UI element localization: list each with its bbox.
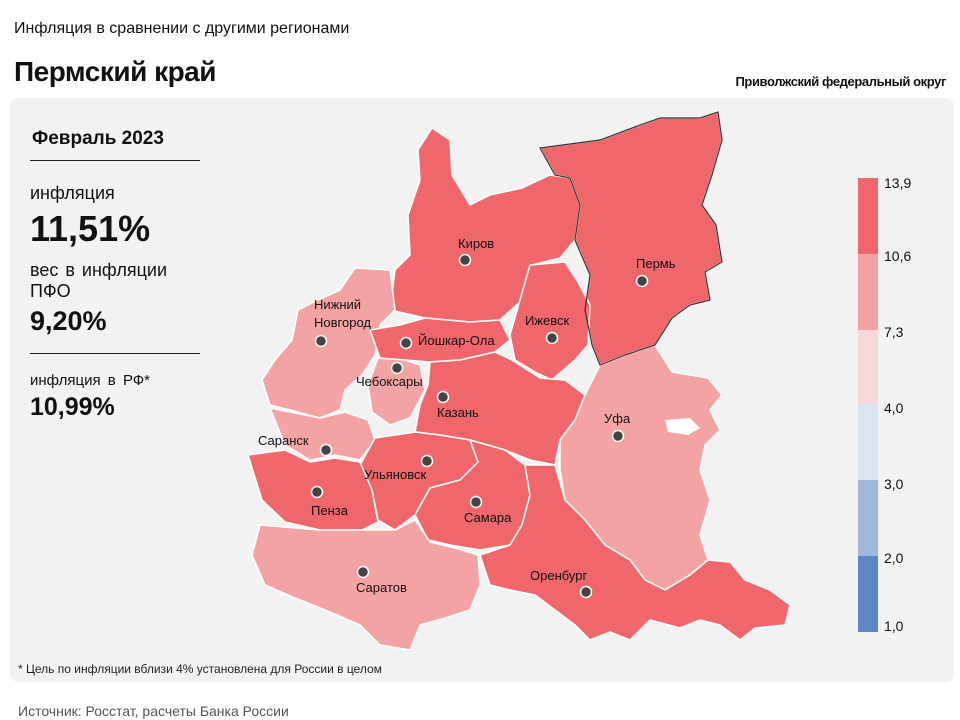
weight-caption: вес в инфляции ПФО — [30, 260, 168, 301]
legend-tick: 10,6 — [884, 248, 911, 264]
region-chuvashia — [367, 357, 426, 426]
city-label-penza: Пенза — [311, 503, 349, 518]
region-orenburg — [479, 464, 791, 641]
city-marker-orenburg — [579, 585, 593, 599]
city-label-yoshkar: Йошкар-Ола — [418, 333, 495, 348]
city-label-saransk: Саранск — [258, 433, 309, 448]
city-label-perm: Пермь — [636, 256, 676, 271]
city-marker-nizhny — [314, 334, 328, 348]
legend-tick: 1,0 — [884, 618, 904, 634]
region-udmurtia — [509, 261, 591, 381]
city-marker-cheboksary — [390, 361, 404, 375]
city-label-nizhny-2: Новгород — [314, 315, 371, 330]
city-marker-penza — [310, 485, 324, 499]
legend-swatch-5 — [858, 480, 878, 556]
divider — [30, 160, 200, 161]
city-marker-kirov — [458, 253, 472, 267]
legend-tick: 2,0 — [884, 550, 904, 566]
city-marker-saratov — [356, 565, 370, 579]
source-note: Источник: Росстат, расчеты Банка России — [18, 703, 289, 719]
inflation-value: 11,51% — [30, 208, 151, 249]
legend-tick: 7,3 — [884, 324, 904, 340]
region-nizhny — [261, 267, 396, 419]
city-label-ufa: Уфа — [604, 411, 631, 426]
legend-tick: 13,9 — [884, 175, 911, 191]
rf-inflation-caption: инфляция в РФ* — [30, 372, 151, 389]
city-marker-ulyanovsk — [420, 454, 434, 468]
highlight-perm-outline — [539, 111, 723, 366]
city-label-kazan: Казань — [437, 405, 479, 420]
inflation-caption: инфляция — [30, 183, 115, 203]
district-label: Приволжский федеральный округ — [735, 74, 946, 89]
legend-tick: 4,0 — [884, 400, 904, 416]
city-marker-samara — [469, 495, 483, 509]
subtitle: Инфляция в сравнении с другими регионами — [14, 20, 350, 37]
period-label: Февраль 2023 — [32, 128, 164, 149]
divider — [30, 353, 200, 354]
region-map: Киров Пермь Нижний Новгород Ижевск Йошка… — [247, 111, 911, 650]
weight-value: 9,20% — [30, 306, 107, 336]
legend-swatch-1 — [858, 178, 878, 254]
city-label-kirov: Киров — [458, 236, 494, 251]
city-marker-yoshkar — [399, 336, 413, 350]
city-label-izhevsk: Ижевск — [525, 313, 570, 328]
map-water-notch — [665, 418, 700, 435]
city-marker-izhevsk — [545, 331, 559, 345]
legend-swatch-2 — [858, 254, 878, 330]
region-saratov — [251, 519, 481, 650]
legend: 13,9 10,6 7,3 4,0 3,0 2,0 1,0 — [858, 175, 911, 634]
city-label-cheboksary: Чебоксары — [356, 374, 423, 389]
city-marker-kazan — [436, 390, 450, 404]
city-marker-ufa — [611, 429, 625, 443]
legend-swatch-4 — [858, 404, 878, 480]
legend-swatch-6 — [858, 556, 878, 632]
legend-swatch-3 — [858, 330, 878, 404]
page-title: Пермский край — [14, 56, 216, 87]
city-label-samara: Самара — [464, 510, 512, 525]
city-marker-saransk — [319, 443, 333, 457]
city-label-saratov: Саратов — [356, 580, 407, 595]
region-tatarstan — [414, 351, 586, 466]
stats-block: Февраль 2023 инфляция 11,51% вес в инфля… — [30, 128, 200, 422]
city-label-ulyanovsk: Ульяновск — [364, 467, 426, 482]
city-marker-perm — [635, 274, 649, 288]
city-label-nizhny-1: Нижний — [314, 297, 361, 312]
rf-inflation-value: 10,99% — [30, 393, 115, 421]
city-label-orenburg: Оренбург — [530, 568, 587, 583]
footnote: * Цель по инфляции вблизи 4% установлена… — [18, 662, 382, 676]
legend-tick: 3,0 — [884, 476, 904, 492]
